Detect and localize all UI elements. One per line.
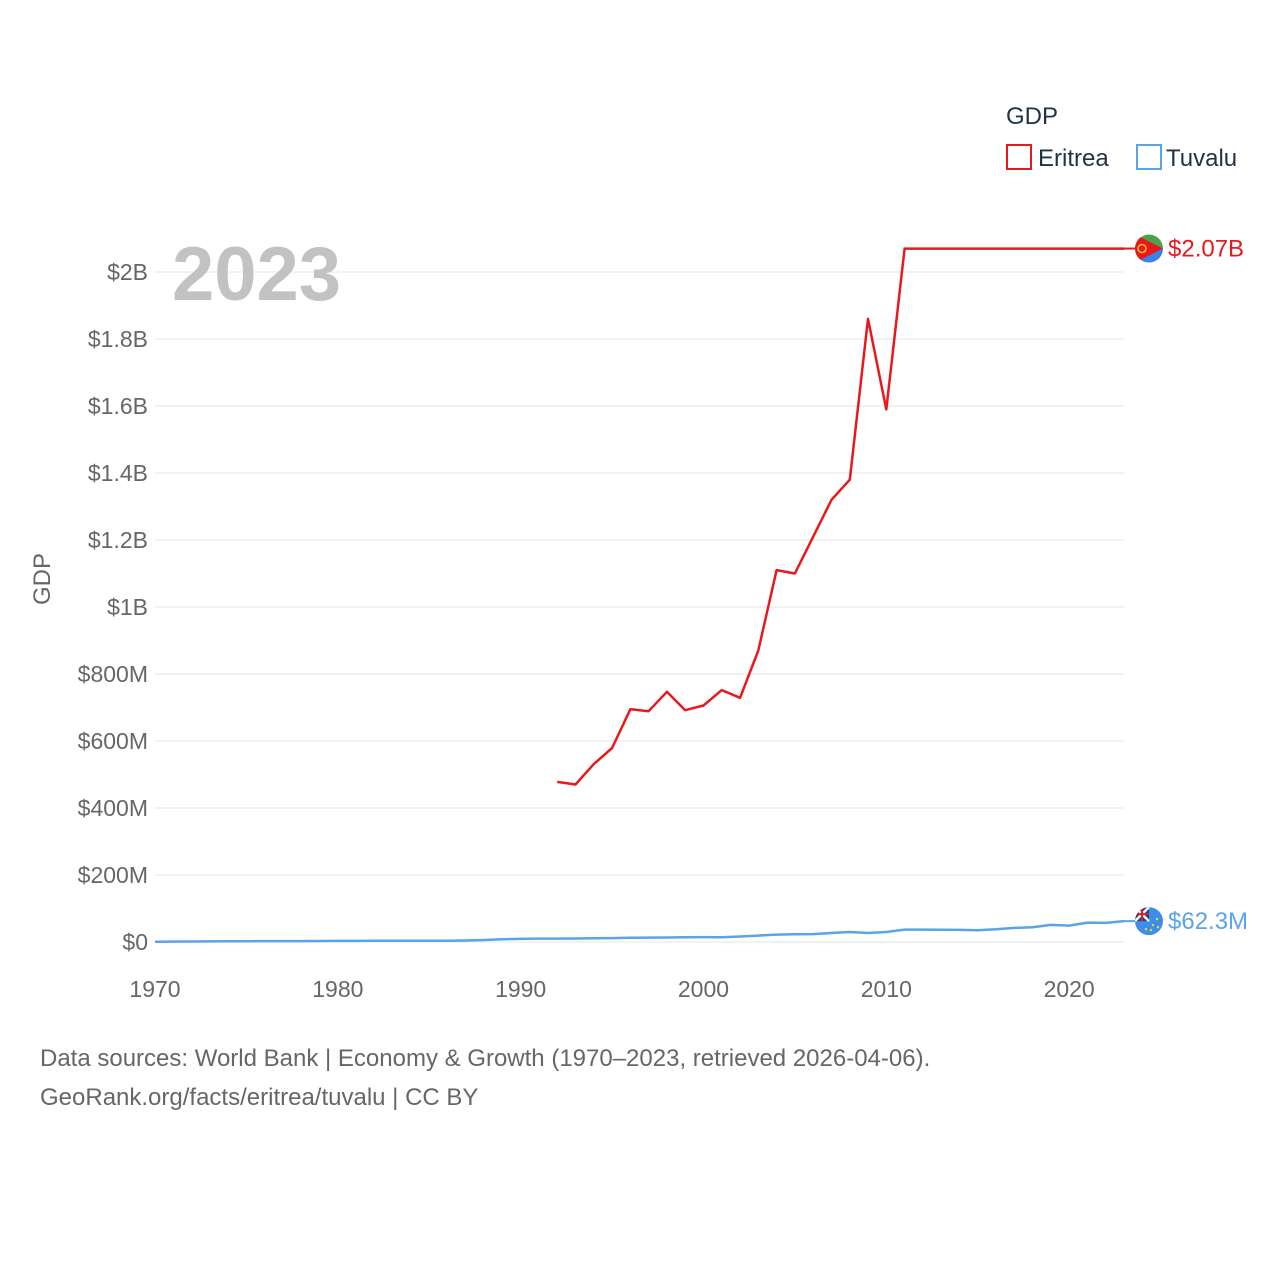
x-tick-label: 1970 (129, 976, 180, 1002)
flag-icon-tuvalu (1135, 907, 1163, 936)
y-tick-label: $1.8B (88, 326, 148, 352)
series-lines (154, 247, 1136, 943)
x-tick-label: 2010 (861, 976, 912, 1002)
gridlines (155, 271, 1124, 943)
x-tick-label: 2020 (1044, 976, 1095, 1002)
year-watermark: 2023 (172, 232, 341, 317)
end-value-label-eritrea: $2.07B (1168, 236, 1244, 263)
y-tick-label: $600M (78, 728, 148, 754)
y-tick-label: $800M (78, 661, 148, 687)
x-axis-ticks: 1970 1980 1990 2000 2010 2020 (129, 976, 1094, 1002)
legend-item-tuvalu[interactable]: Tuvalu (1136, 144, 1237, 172)
y-tick-label: $2B (107, 259, 148, 285)
series-line-tuvalu[interactable] (154, 919, 1125, 943)
y-tick-label: $1B (107, 594, 148, 620)
legend-title: GDP (1006, 103, 1058, 130)
series-line-eritrea[interactable] (557, 247, 1124, 786)
series-end-markers: $2.07B $62.3M (1135, 234, 1248, 936)
legend-label-eritrea: Eritrea (1038, 145, 1109, 172)
y-tick-label: $1.2B (88, 527, 148, 553)
legend: GDP Eritrea Tuvalu (1006, 103, 1237, 172)
x-tick-label: 1990 (495, 976, 546, 1002)
y-tick-label: $1.6B (88, 393, 148, 419)
y-tick-label: $200M (78, 862, 148, 888)
legend-swatch-tuvalu (1136, 144, 1162, 170)
y-tick-label: $0 (122, 929, 148, 955)
y-axis-label: GDP (29, 553, 56, 605)
y-tick-label: $400M (78, 795, 148, 821)
end-value-label-tuvalu: $62.3M (1168, 908, 1248, 935)
legend-swatch-eritrea (1006, 144, 1032, 170)
footer-attribution: GeoRank.org/facts/eritrea/tuvalu | CC BY (40, 1084, 479, 1111)
legend-label-tuvalu: Tuvalu (1166, 145, 1237, 172)
flag-icon-eritrea (1135, 234, 1163, 263)
y-axis-ticks: $0 $200M $400M $600M $800M $1B $1.2B $1.4B $1.6B… (78, 259, 148, 955)
y-tick-label: $1.4B (88, 460, 148, 486)
x-tick-label: 2000 (678, 976, 729, 1002)
legend-item-eritrea[interactable]: Eritrea (1006, 144, 1109, 172)
x-tick-label: 1980 (312, 976, 363, 1002)
footer-sources: Data sources: World Bank | Economy & Gro… (40, 1045, 931, 1072)
